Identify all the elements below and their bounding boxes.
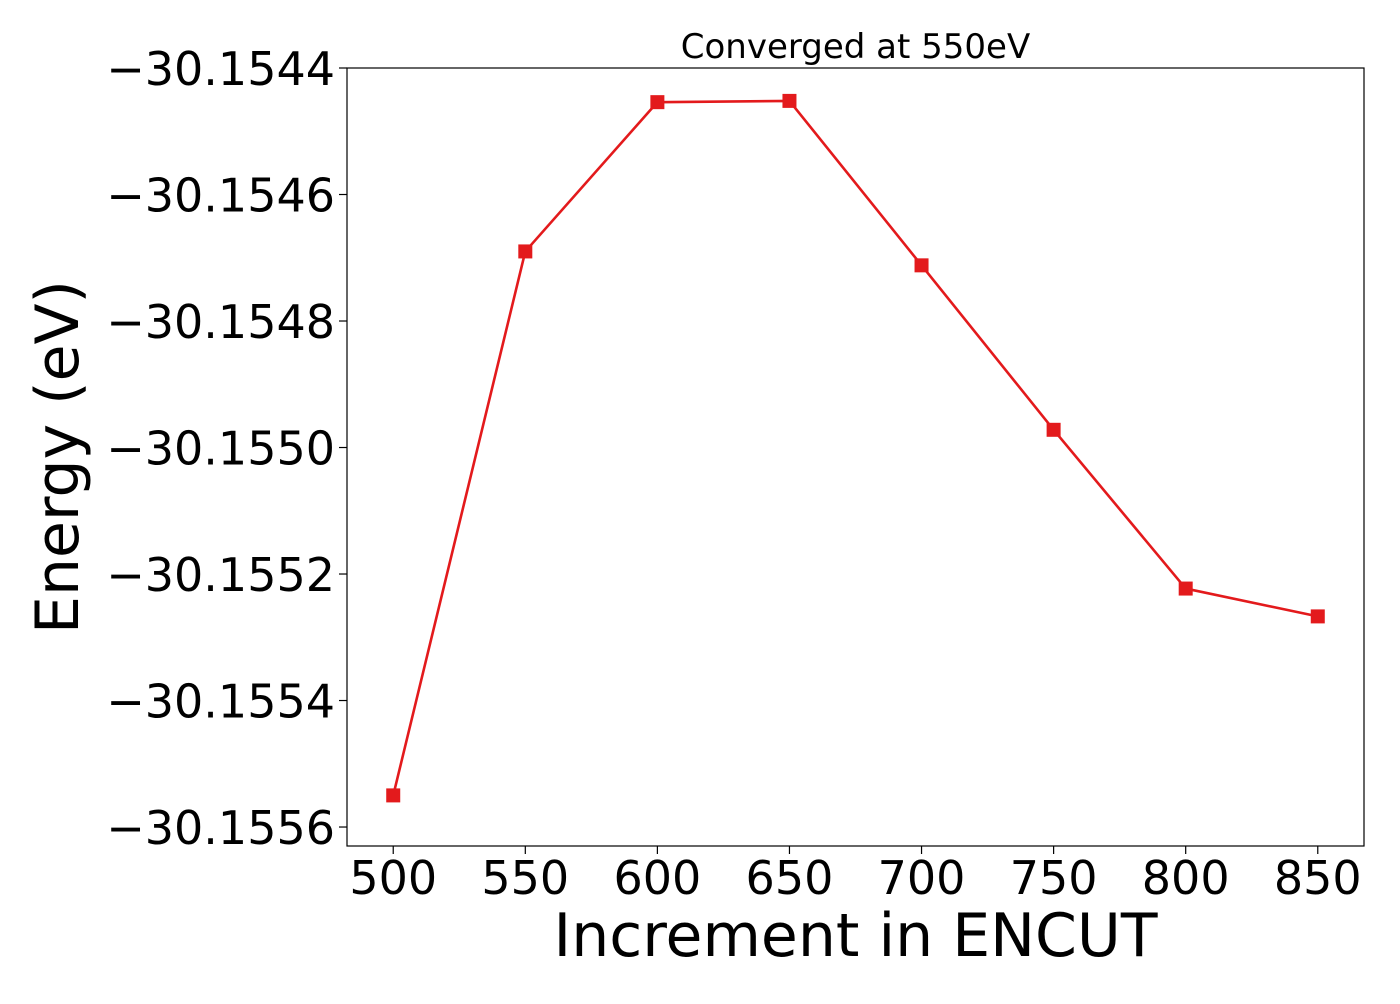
data-point-marker [1310, 609, 1325, 624]
x-tick-label: 550 [481, 851, 569, 905]
x-tick-label: 600 [613, 851, 701, 905]
y-tick-label: −30.1544 [106, 42, 335, 96]
data-point-marker [914, 258, 929, 273]
x-tick-label: 700 [878, 851, 966, 905]
y-tick-label: −30.1548 [106, 295, 335, 349]
x-axis-label: Increment in ENCUT [554, 901, 1158, 971]
plot-frame [346, 67, 1365, 847]
y-tick-label: −30.1552 [106, 548, 335, 602]
y-tick-label: −30.1554 [106, 675, 335, 729]
x-tick-label: 750 [1010, 851, 1098, 905]
chart-title: Converged at 550eV [681, 27, 1030, 67]
y-tick-label: −30.1546 [106, 169, 335, 223]
x-tick-label: 800 [1142, 851, 1230, 905]
data-point-marker [518, 244, 533, 259]
x-axis-ticks: 500 550 600 650 700 750 800 850 [349, 846, 1362, 905]
plot-frame-rect [346, 67, 1365, 847]
y-axis-ticks: −30.1544 −30.1546 −30.1548 −30.1550 −30.1552… [106, 42, 347, 855]
series-line [391, 99, 1319, 796]
data-point-marker [650, 95, 665, 110]
y-tick-label: −30.1550 [106, 422, 335, 476]
data-point-marker [386, 788, 401, 803]
data-point-marker [1046, 422, 1061, 437]
series-group [386, 93, 1325, 803]
x-tick-label: 500 [349, 851, 437, 905]
data-point-marker [1178, 581, 1193, 596]
y-tick-label: −30.1556 [106, 801, 335, 855]
y-axis-label: Energy (eV) [23, 280, 93, 634]
x-tick-label: 850 [1274, 851, 1362, 905]
data-point-marker [782, 93, 797, 108]
x-tick-label: 650 [746, 851, 834, 905]
